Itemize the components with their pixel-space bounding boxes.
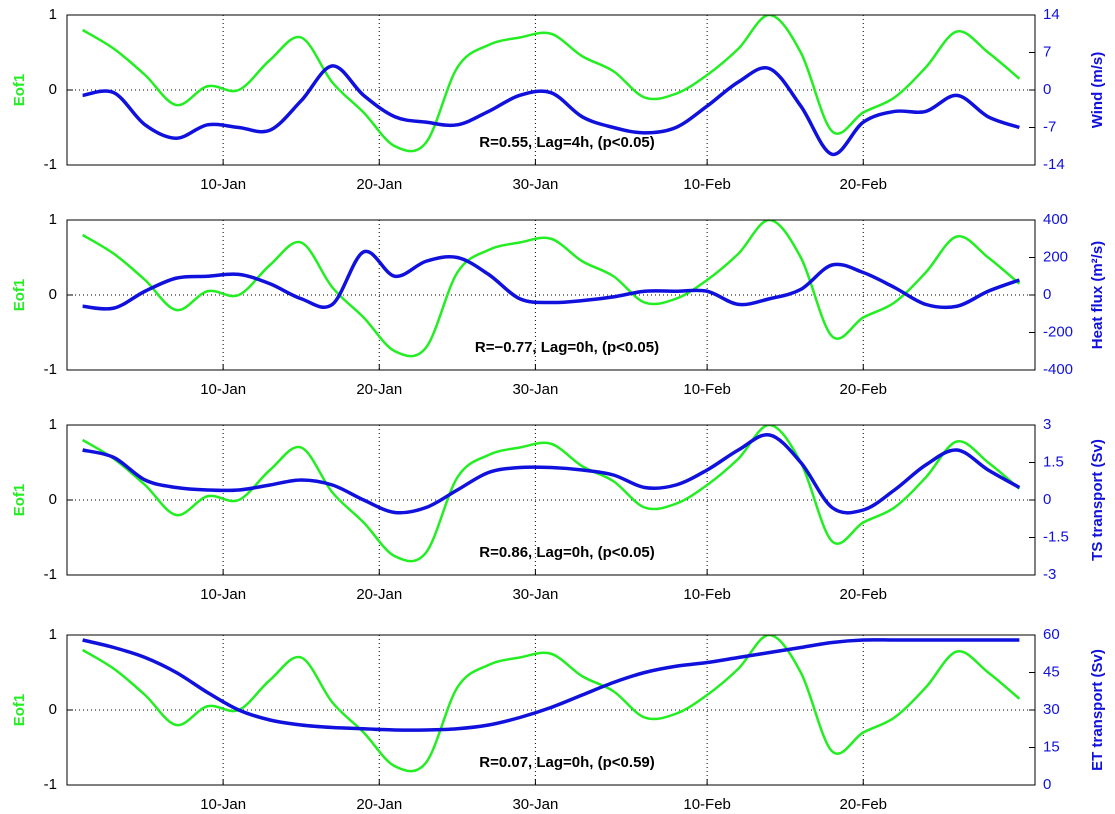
x-tick-label: 30-Jan (512, 796, 558, 813)
annotation: R=−0.77, Lag=0h, (p<0.05) (475, 339, 659, 356)
series-line (82, 249, 1020, 311)
y-tick-label: 1 (49, 416, 57, 433)
x-tick-label: 10-Jan (200, 796, 246, 813)
plot-frame (66, 424, 1036, 576)
y2-tick-label: -200 (1043, 323, 1073, 340)
y2-tick-label: 60 (1043, 626, 1060, 643)
panel: 10-Jan 20-Jan 30-Jan 10-Feb 20-Feb -1 0 1 0 15 30 4… (11, 626, 1106, 813)
y2-tick-label: 14 (1043, 6, 1060, 23)
series-line (81, 15, 1021, 153)
x-tick-label: 10-Feb (683, 586, 731, 603)
x-tick-label: 20-Feb (839, 586, 887, 603)
y-axis-label: Eof1 (11, 694, 28, 727)
series-line (82, 64, 1020, 157)
y2-tick-label: 0 (1043, 286, 1051, 303)
y2-tick-label: -400 (1043, 361, 1073, 378)
y2-tick-label: 1.5 (1043, 453, 1064, 470)
annotation: R=0.07, Lag=0h, (p<0.59) (479, 754, 655, 771)
x-tick-label: 10-Feb (683, 796, 731, 813)
x-tick-label: 20-Jan (356, 381, 402, 398)
y2-tick-label: 45 (1043, 663, 1060, 680)
panel: 10-Jan 20-Jan 30-Jan 10-Feb 20-Feb -1 0 1 -3 -1.5… (11, 416, 1106, 603)
x-tick-label: 20-Jan (356, 176, 402, 193)
y2-axis-label: Heat flux (m²/s) (1089, 241, 1106, 349)
y2-axis-label: ET transport (Sv) (1089, 649, 1106, 771)
plot-frame (66, 14, 1036, 166)
y2-tick-label: 0 (1043, 776, 1051, 793)
plot-frame (66, 634, 1036, 786)
x-tick-label: 10-Jan (200, 381, 246, 398)
y-axis-label: Eof1 (11, 484, 28, 517)
annotation: R=0.55, Lag=4h, (p<0.05) (479, 134, 655, 151)
y-tick-label: -1 (44, 361, 57, 378)
x-tick-label: 30-Jan (512, 586, 558, 603)
x-tick-label: 30-Jan (512, 176, 558, 193)
y2-tick-label: 30 (1043, 701, 1060, 718)
y-tick-label: 0 (49, 286, 57, 303)
x-tick-label: 10-Feb (683, 381, 731, 398)
x-tick-label: 20-Feb (839, 796, 887, 813)
x-tick-label: 20-Feb (839, 176, 887, 193)
y-tick-label: -1 (44, 566, 57, 583)
x-tick-label: 20-Feb (839, 381, 887, 398)
panel: 10-Jan 20-Jan 30-Jan 10-Feb 20-Feb -1 0 1 -14 -7 0… (11, 6, 1106, 193)
y-tick-label: -1 (44, 776, 57, 793)
y2-tick-label: -3 (1043, 566, 1056, 583)
panel: 10-Jan 20-Jan 30-Jan 10-Feb 20-Feb -1 0 1 -400 -2… (11, 211, 1106, 398)
y2-axis-label: TS transport (Sv) (1089, 439, 1106, 561)
y-tick-label: 0 (49, 491, 57, 508)
y2-axis-label: Wind (m/s) (1089, 52, 1106, 129)
series-line (81, 425, 1021, 563)
y2-tick-label: 400 (1043, 211, 1068, 228)
series-line (81, 220, 1021, 358)
y-tick-label: 1 (49, 6, 57, 23)
y-tick-label: 1 (49, 211, 57, 228)
x-tick-label: 10-Jan (200, 176, 246, 193)
y-tick-label: 0 (49, 81, 57, 98)
x-tick-label: 20-Jan (356, 796, 402, 813)
y-axis-label: Eof1 (11, 74, 28, 107)
y2-tick-label: 0 (1043, 491, 1051, 508)
y-axis-label: Eof1 (11, 279, 28, 312)
y2-tick-label: -14 (1043, 156, 1065, 173)
annotation: R=0.86, Lag=0h, (p<0.05) (479, 544, 655, 561)
y-tick-label: 0 (49, 701, 57, 718)
y2-tick-label: 15 (1043, 738, 1060, 755)
y2-tick-label: 3 (1043, 416, 1051, 433)
series-line (82, 433, 1021, 515)
y2-tick-label: 0 (1043, 81, 1051, 98)
x-tick-label: 10-Jan (200, 586, 246, 603)
y-tick-label: 1 (49, 626, 57, 643)
y2-tick-label: 200 (1043, 248, 1068, 265)
y-tick-label: -1 (44, 156, 57, 173)
series-line (82, 638, 1020, 732)
x-tick-label: 30-Jan (512, 381, 558, 398)
x-tick-label: 20-Jan (356, 586, 402, 603)
plot-frame (66, 219, 1036, 371)
y2-tick-label: -1.5 (1043, 528, 1069, 545)
y2-tick-label: -7 (1043, 118, 1056, 135)
y2-tick-label: 7 (1043, 43, 1051, 60)
x-tick-label: 10-Feb (683, 176, 731, 193)
